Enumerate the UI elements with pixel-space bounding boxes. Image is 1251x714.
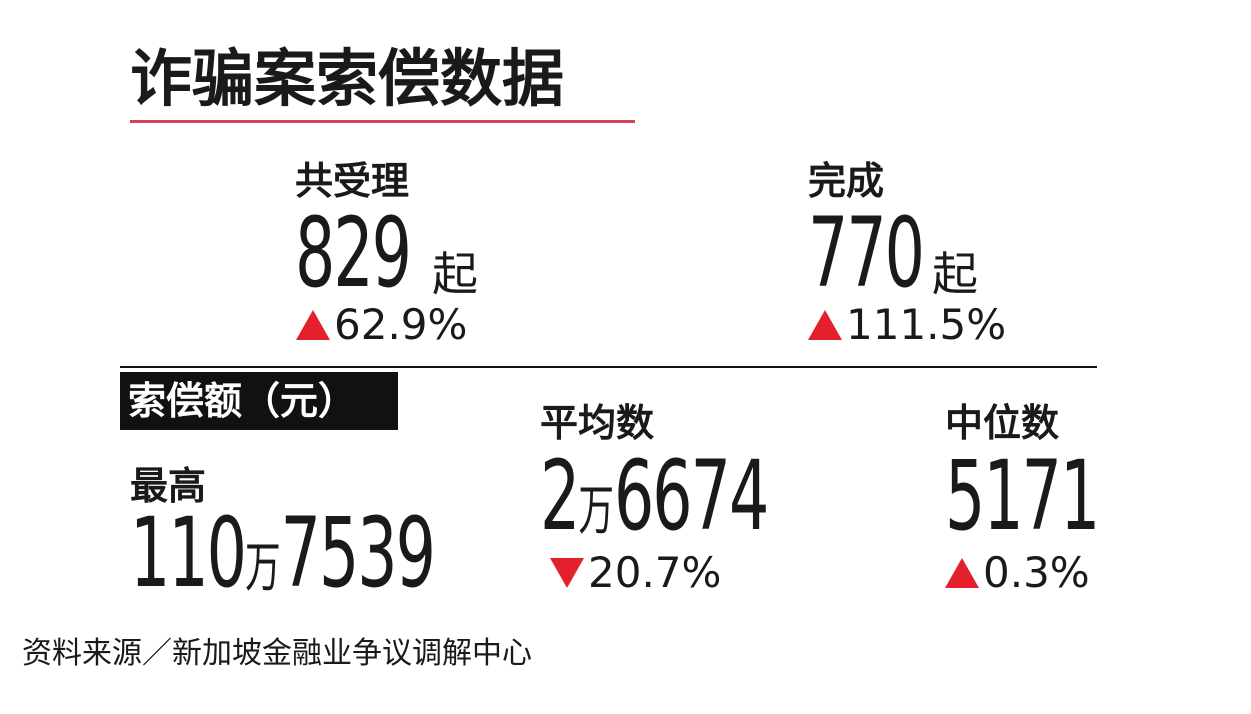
number: 829 — [295, 197, 412, 309]
number-part: 6674 — [613, 440, 769, 552]
change: 111.5% — [808, 300, 1006, 349]
label: 中位数 — [945, 401, 1060, 445]
title: 诈骗案索偿数据 — [130, 42, 565, 115]
number: 5171 — [945, 440, 1100, 552]
number-unit: 万 — [578, 479, 614, 542]
number-unit: 万 — [244, 536, 281, 599]
change-value: 111.5% — [846, 300, 1007, 349]
number-part: 7539 — [280, 497, 436, 609]
number-part: 110 — [130, 497, 247, 609]
change-value: 62.9% — [334, 300, 468, 349]
number: 110万7539 — [130, 505, 436, 601]
divider — [120, 366, 1097, 368]
label: 平均数 — [540, 401, 655, 445]
change: 0.3% — [945, 548, 1090, 597]
unit: 起 — [932, 247, 978, 301]
label: 完成 — [808, 159, 885, 203]
label: 最高 — [130, 464, 207, 508]
number-part: 2 — [540, 440, 580, 552]
unit: 起 — [432, 247, 478, 301]
source: 资料来源／新加坡金融业争议调解中心 — [22, 636, 532, 671]
up-arrow — [296, 309, 330, 340]
title-underline — [130, 120, 635, 123]
up-arrow — [808, 309, 842, 340]
up-arrow — [945, 557, 979, 588]
change: 20.7% — [550, 548, 721, 597]
section-heading: 索偿额（元） — [120, 372, 398, 430]
change: 62.9% — [296, 300, 467, 349]
change-value: 0.3% — [983, 548, 1090, 597]
number: 770 — [808, 197, 925, 309]
down-arrow — [550, 557, 584, 588]
change-value: 20.7% — [588, 548, 722, 597]
label: 共受理 — [295, 159, 410, 203]
number: 2万6674 — [540, 448, 769, 544]
